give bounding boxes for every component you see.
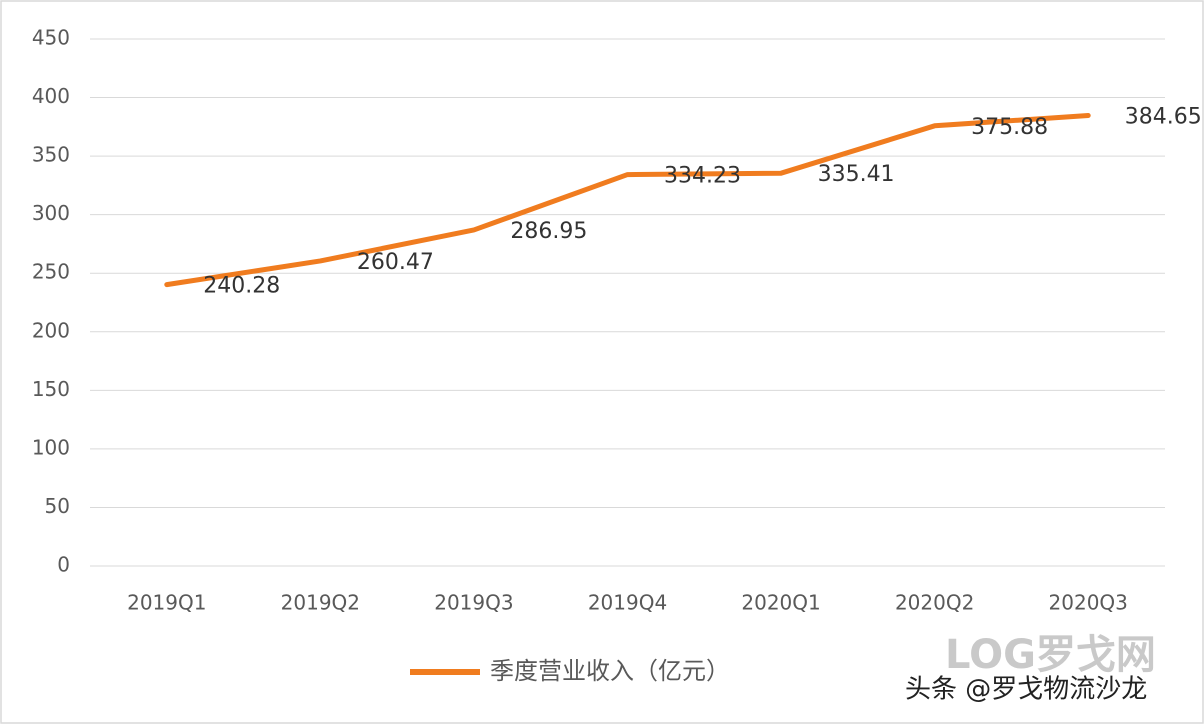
x-tick-label: 2019Q3	[434, 591, 513, 615]
data-label: 260.47	[357, 250, 434, 275]
data-label: 334.23	[664, 164, 741, 189]
watermark-logo: LOG罗戈网	[945, 632, 1156, 678]
y-tick-label: 300	[32, 201, 70, 225]
y-tick-label: 350	[32, 143, 70, 167]
x-tick-label: 2019Q4	[588, 591, 667, 615]
x-tick-label: 2020Q2	[895, 591, 974, 615]
x-tick-label: 2019Q1	[127, 591, 206, 615]
x-tick-label: 2020Q3	[1049, 591, 1128, 615]
series-line	[164, 113, 1091, 288]
x-tick-label: 2019Q2	[281, 591, 360, 615]
y-tick-label: 200	[32, 318, 70, 342]
data-label: 384.65	[1125, 105, 1202, 130]
y-tick-label: 150	[32, 377, 70, 401]
watermark-credit: 头条 @罗戈物流沙龙	[905, 675, 1147, 705]
legend-label: 季度营业收入（亿元）	[490, 657, 730, 685]
data-label: 286.95	[510, 219, 587, 244]
y-tick-label: 50	[45, 494, 70, 518]
y-tick-label: 450	[32, 26, 70, 50]
y-tick-label: 100	[32, 435, 70, 459]
data-label: 240.28	[203, 274, 280, 299]
y-tick-label: 400	[32, 84, 70, 108]
y-tick-label: 250	[32, 260, 70, 284]
x-tick-label: 2020Q1	[741, 591, 820, 615]
data-label: 335.41	[818, 162, 895, 187]
data-label: 375.88	[971, 115, 1048, 140]
y-tick-label: 0	[57, 553, 70, 577]
